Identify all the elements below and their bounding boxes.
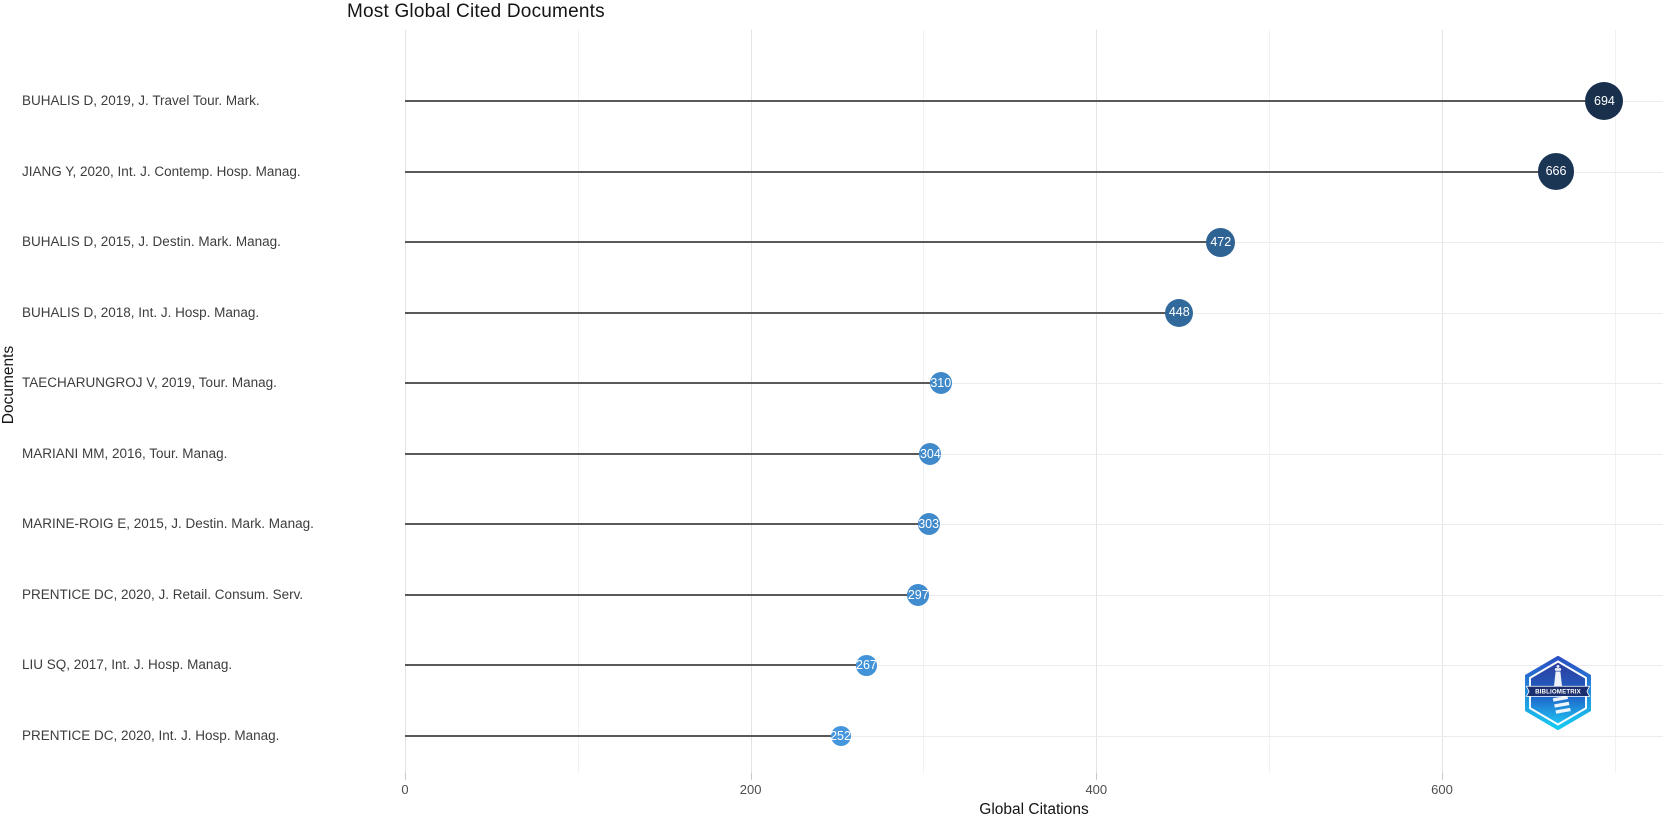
y-axis-title: Documents — [0, 345, 17, 425]
logo-hexagon-border — [1525, 656, 1591, 730]
x-tick-mark — [1441, 773, 1443, 780]
lollipop-dot: 310 — [929, 372, 952, 395]
x-tick-mark — [750, 773, 752, 780]
lollipop-dot: 472 — [1206, 227, 1236, 257]
gridline-minor-vertical — [1269, 30, 1271, 773]
dot-value-label: 666 — [1545, 164, 1567, 179]
logo-wordmark: BIBLIOMETRIX — [1535, 689, 1582, 696]
lollipop-stem — [405, 593, 919, 596]
lollipop-stem — [405, 452, 931, 455]
x-tick-label: 400 — [1085, 782, 1108, 797]
dot-value-label: 304 — [919, 446, 941, 461]
lollipop-stem — [405, 523, 929, 526]
gridline-minor-vertical — [577, 30, 579, 773]
y-axis-label: BUHALIS D, 2019, J. Travel Tour. Mark. — [22, 93, 260, 108]
gridline-horizontal — [405, 594, 1663, 596]
dot-value-label: 310 — [930, 375, 952, 390]
lollipop-dot: 694 — [1585, 82, 1624, 120]
y-axis-label: PRENTICE DC, 2020, J. Retail. Consum. Se… — [22, 586, 304, 602]
x-tick-mark — [405, 773, 406, 780]
y-axis-label: JIANG Y, 2020, Int. J. Contemp. Hosp. Ma… — [22, 163, 301, 179]
logo-banner — [1525, 685, 1591, 697]
y-axis-label: LIU SQ, 2017, Int. J. Hosp. Manag. — [22, 657, 233, 673]
lighthouse-icon — [1552, 664, 1571, 714]
y-axis-label: MARIANI MM, 2016, Tour. Manag. — [22, 445, 228, 461]
dot-value-label: 297 — [907, 587, 929, 602]
gridline-major-vertical — [1441, 30, 1443, 773]
lollipop-dot: 304 — [919, 442, 942, 465]
lollipop-stem — [405, 100, 1605, 102]
chart-title: Most Global Cited Documents — [347, 1, 605, 22]
x-tick-label: 200 — [739, 782, 762, 797]
lollipop-dot: 303 — [917, 513, 940, 536]
gridline-horizontal — [405, 665, 1663, 667]
x-axis-title: Global Citations — [979, 801, 1089, 818]
lollipop-stem — [405, 382, 941, 385]
lollipop-stem — [405, 664, 867, 667]
lollipop-dot: 448 — [1165, 298, 1194, 327]
lollipop-dot: 267 — [856, 655, 877, 676]
gridline-major-vertical — [1096, 30, 1098, 773]
y-axis-label: PRENTICE DC, 2020, Int. J. Hosp. Manag. — [22, 728, 280, 744]
dot-value-label: 303 — [918, 517, 940, 532]
plot-panel: 694 666 472 448 310 304 303 297 267 252 — [405, 30, 1663, 773]
x-tick-mark — [1096, 773, 1098, 780]
y-axis-label: BUHALIS D, 2015, J. Destin. Mark. Manag. — [22, 234, 281, 250]
y-axis-label: MARINE-ROIG E, 2015, J. Destin. Mark. Ma… — [22, 516, 314, 532]
y-axis-label: TAECHARUNGROJ V, 2019, Tour. Manag. — [22, 375, 277, 391]
gridline-horizontal — [405, 383, 1663, 385]
gridline-horizontal — [405, 453, 1663, 455]
dot-value-label: 694 — [1594, 93, 1615, 108]
gridline-horizontal — [405, 736, 1663, 738]
lollipop-dot: 666 — [1537, 153, 1575, 190]
dot-value-label: 252 — [830, 728, 851, 743]
gridline-major-vertical — [405, 30, 406, 773]
gridline-minor-vertical — [1614, 30, 1616, 773]
gridline-major-vertical — [750, 30, 752, 773]
lollipop-stem — [405, 311, 1180, 314]
dot-value-label: 267 — [856, 658, 877, 673]
gridline-minor-vertical — [923, 30, 925, 773]
lollipop-dot: 297 — [907, 584, 930, 606]
lollipop-dot: 252 — [830, 726, 851, 747]
y-axis-label: BUHALIS D, 2018, Int. J. Hosp. Manag. — [22, 304, 260, 320]
dot-value-label: 448 — [1168, 305, 1190, 320]
x-tick-label: 0 — [401, 782, 409, 797]
lollipop-stem — [405, 170, 1557, 173]
lollipop-stem — [405, 241, 1221, 244]
gridline-horizontal — [405, 524, 1663, 526]
x-tick-label: 600 — [1431, 782, 1453, 797]
dot-value-label: 472 — [1210, 234, 1232, 249]
lollipop-stem — [405, 735, 841, 738]
bibliometrix-logo: BIBLIOMETRIX — [1525, 656, 1591, 730]
